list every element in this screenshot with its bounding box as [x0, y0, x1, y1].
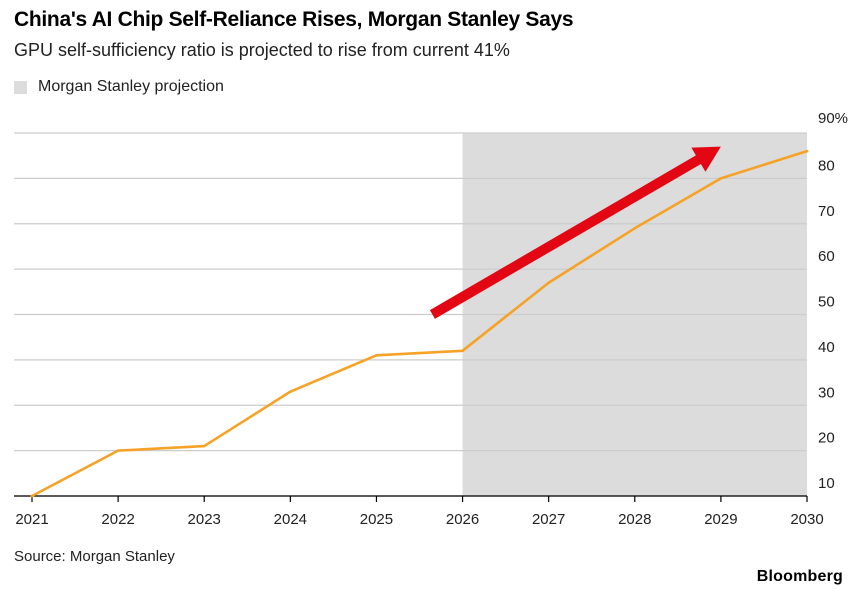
y-tick-label: 90% — [818, 110, 848, 127]
x-tick-label: 2021 — [15, 511, 48, 528]
y-tick-label: 80 — [818, 157, 835, 174]
data-point — [202, 444, 206, 448]
series-line-layer — [30, 149, 809, 498]
x-tick-label: 2028 — [618, 511, 651, 528]
x-tick-label: 2026 — [446, 511, 479, 528]
y-tick-label: 40 — [818, 339, 835, 356]
x-tick-label: 2025 — [360, 511, 393, 528]
legend-swatch — [14, 80, 27, 94]
chart-title: China's AI Chip Self-Reliance Rises, Mor… — [14, 8, 574, 31]
data-point — [461, 349, 464, 353]
series-line — [30, 149, 809, 498]
x-tick-label: 2023 — [188, 511, 221, 528]
trend-arrow-layer — [429, 146, 721, 319]
y-tick-label: 30 — [818, 384, 835, 401]
y-tick-label: 60 — [818, 248, 835, 265]
y-tick-label: 70 — [818, 203, 835, 220]
legend: Morgan Stanley projection — [14, 78, 224, 96]
data-point — [116, 449, 120, 452]
data-point — [30, 494, 34, 498]
data-point — [289, 390, 292, 393]
x-axis-ticks: 2021 2022 2023 2024 2025 2026 2027 2028 2029 2030 — [15, 496, 824, 528]
trend-arrow-shaft — [429, 154, 703, 319]
bloomberg-logo: Bloomberg — [756, 568, 843, 585]
x-tick-label: 2027 — [532, 511, 565, 528]
y-tick-label: 10 — [818, 475, 835, 492]
y-tick-label: 20 — [818, 430, 835, 447]
data-point — [805, 149, 809, 153]
x-tick-label: 2022 — [101, 511, 134, 528]
chart-subtitle: GPU self-sufficiency ratio is projected … — [14, 40, 510, 60]
data-point — [719, 177, 723, 180]
x-tick-label: 2024 — [274, 511, 307, 528]
x-tick-label: 2029 — [704, 511, 737, 528]
data-point — [375, 354, 378, 357]
x-tick-label: 2030 — [790, 511, 823, 528]
legend-label: Morgan Stanley projection — [38, 78, 224, 95]
y-axis-ticks: 10 20 30 40 50 60 70 80 90% — [818, 110, 848, 492]
data-point — [633, 226, 637, 230]
trend-arrow-head — [691, 146, 721, 172]
data-point — [547, 281, 550, 285]
source-note: Source: Morgan Stanley — [14, 548, 175, 565]
y-tick-label: 50 — [818, 294, 835, 311]
